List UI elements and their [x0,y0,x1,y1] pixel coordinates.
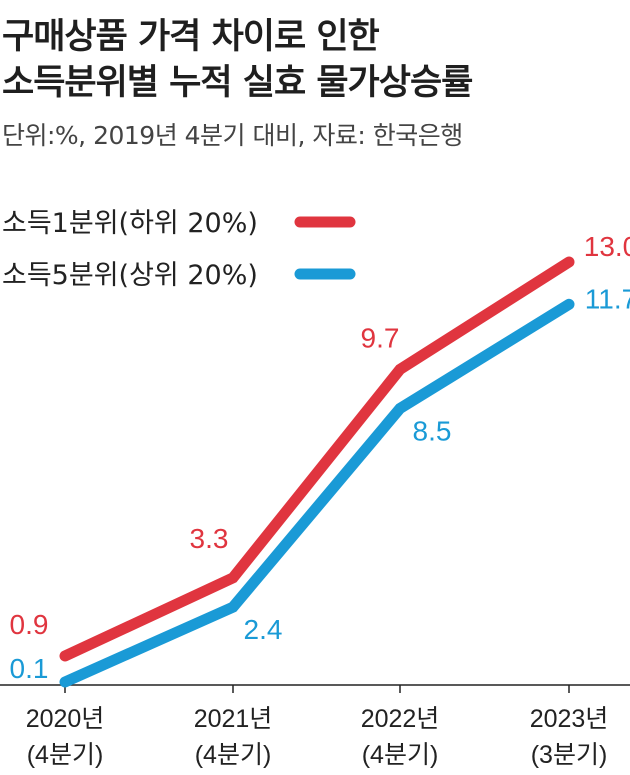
x-tick-label-0-0: 2020년 [26,705,105,733]
data-label-s0-1: 3.3 [190,523,229,554]
data-label-s1-1: 2.4 [244,614,283,645]
x-tick-label-3-0: 2023년 [530,705,609,733]
x-tick-label-0-1: (4분기) [27,741,104,769]
x-tick-label-1-0: 2021년 [194,705,273,733]
legend-label-0: 소득1분위(하위 20%) [2,208,258,239]
chart-title-line2: 소득분위별 누적 실효 물가상승률 [2,63,473,103]
legend-label-1: 소득5분위(상위 20%) [2,260,258,291]
data-label-s1-3: 11.7 [585,283,630,314]
chart-title-line1: 구매상품 가격 차이로 인한 [2,17,380,57]
data-label-s0-3: 13.0 [584,231,630,262]
data-label-s1-2: 8.5 [413,416,452,447]
series-line-1 [59,298,575,688]
data-label-s0-2: 9.7 [361,322,400,353]
chart-subtitle: 단위:%, 2019년 4분기 대비, 자료: 한국은행 [2,121,463,150]
x-tick-label-3-1: (3분기) [531,741,608,769]
data-label-s1-0: 0.1 [10,653,49,684]
data-label-s0-0: 0.9 [10,609,49,640]
x-tick-label-2-1: (4분기) [362,741,439,769]
x-tick-label-2-0: 2022년 [361,705,440,733]
x-tick-label-1-1: (4분기) [195,741,272,769]
series-line-0 [59,256,575,662]
